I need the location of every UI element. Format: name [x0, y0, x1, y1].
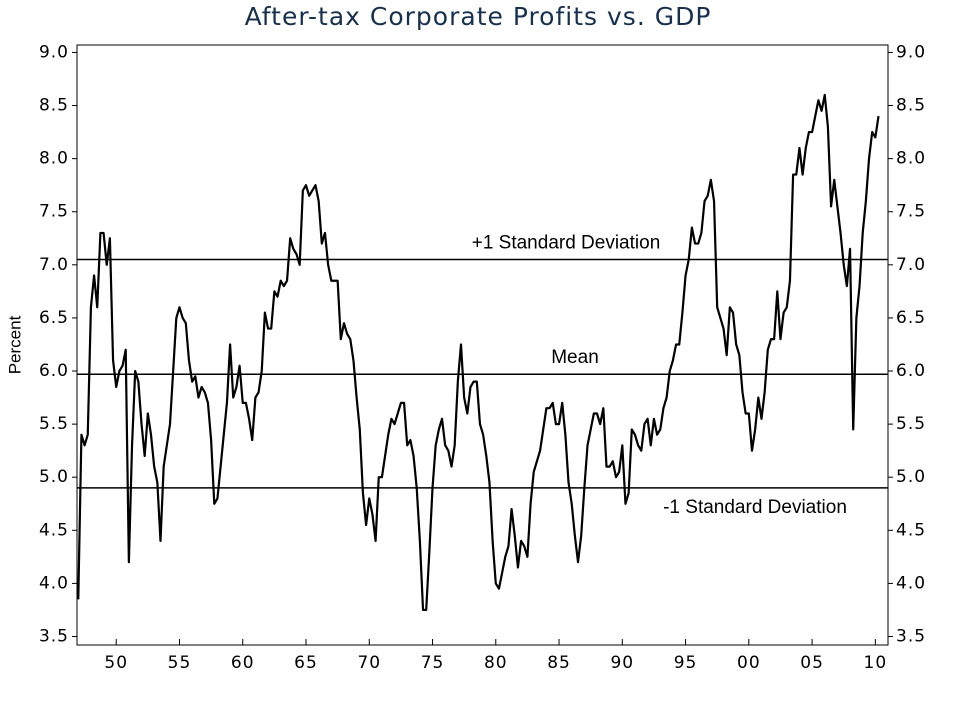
- x-tick-label: 10: [864, 653, 888, 673]
- y-tick-label: 5.5: [39, 414, 69, 434]
- x-tick-label: 05: [800, 653, 824, 673]
- y2-tick-label: 6.5: [896, 308, 926, 328]
- y2-tick-label: 7.0: [896, 255, 926, 275]
- y-tick-label: 5.0: [39, 467, 69, 487]
- y-tick-label: 7.0: [39, 255, 69, 275]
- y-tick-label: 7.5: [39, 202, 69, 222]
- y2-tick-label: 4.0: [896, 573, 926, 593]
- chart-title: After-tax Corporate Profits vs. GDP: [245, 2, 712, 31]
- x-tick-label: 95: [674, 653, 698, 673]
- y-tick-label: 6.5: [39, 308, 69, 328]
- x-tick-label: 85: [547, 653, 571, 673]
- y-tick-label: 8.5: [39, 96, 69, 116]
- y2-tick-label: 9.0: [896, 42, 926, 62]
- x-tick-label: 65: [294, 653, 318, 673]
- y-tick-label: 9.0: [39, 42, 69, 62]
- reference-label: Mean: [551, 347, 599, 368]
- y2-tick-label: 8.0: [896, 149, 926, 169]
- y-axis-label: Percent: [5, 315, 24, 374]
- x-tick-label: 00: [737, 653, 761, 673]
- reference-label: +1 Standard Deviation: [472, 233, 661, 254]
- y-tick-label: 8.0: [39, 149, 69, 169]
- y2-tick-label: 8.5: [896, 96, 926, 116]
- x-tick-label: 80: [484, 653, 508, 673]
- plot-frame: [76, 44, 889, 646]
- y2-tick-label: 6.0: [896, 361, 926, 381]
- reference-label: -1 Standard Deviation: [663, 497, 847, 518]
- y-tick-label: 3.5: [39, 627, 69, 647]
- y2-tick-label: 5.5: [896, 414, 926, 434]
- x-tick-label: 50: [104, 653, 128, 673]
- x-tick-label: 75: [421, 653, 445, 673]
- y2-tick-label: 7.5: [896, 202, 926, 222]
- x-tick-label: 55: [168, 653, 192, 673]
- y-tick-label: 4.5: [39, 520, 69, 540]
- x-tick-label: 70: [357, 653, 381, 673]
- y-tick-label: 4.0: [39, 573, 69, 593]
- x-tick-label: 60: [231, 653, 255, 673]
- y2-tick-label: 4.5: [896, 520, 926, 540]
- y-tick-label: 6.0: [39, 361, 69, 381]
- y2-tick-label: 3.5: [896, 627, 926, 647]
- x-tick-label: 90: [610, 653, 634, 673]
- data-line: [77, 93, 880, 612]
- y2-tick-label: 5.0: [896, 467, 926, 487]
